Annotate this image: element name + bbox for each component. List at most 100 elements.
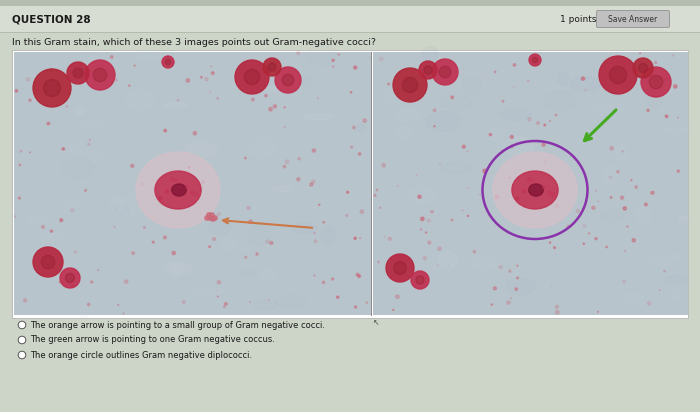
Circle shape [15,89,18,92]
Circle shape [395,295,399,299]
Circle shape [645,203,648,206]
Ellipse shape [136,152,220,228]
Circle shape [491,304,492,305]
Ellipse shape [209,218,230,234]
Circle shape [556,311,559,314]
Circle shape [502,150,503,151]
Circle shape [85,60,115,90]
Circle shape [172,251,175,255]
Circle shape [489,133,491,136]
Circle shape [314,233,315,234]
Ellipse shape [383,89,399,107]
Ellipse shape [241,270,253,275]
Ellipse shape [671,291,685,299]
Text: In this Gram stain, which of these 3 images points out Gram-negative cocci?: In this Gram stain, which of these 3 ima… [12,37,376,47]
Circle shape [354,237,356,239]
Circle shape [235,60,269,94]
Ellipse shape [62,159,94,178]
Circle shape [595,238,597,240]
Circle shape [544,161,546,162]
Bar [12,50,688,318]
Circle shape [43,80,60,96]
Text: ↖: ↖ [373,318,379,327]
Circle shape [27,77,30,81]
Circle shape [111,56,113,58]
Ellipse shape [490,128,503,142]
Circle shape [186,79,190,82]
Ellipse shape [601,210,624,222]
Circle shape [164,129,167,132]
Circle shape [606,246,608,248]
Circle shape [73,68,83,78]
Circle shape [141,183,144,186]
Circle shape [499,265,502,269]
Circle shape [351,146,353,148]
Circle shape [286,160,289,164]
Ellipse shape [636,264,668,277]
Circle shape [610,147,613,150]
Circle shape [516,197,518,199]
Circle shape [622,280,626,283]
Circle shape [631,180,632,181]
Circle shape [592,206,595,209]
Text: The orange circle outlines Gram negative diplococci.: The orange circle outlines Gram negative… [30,351,252,360]
Circle shape [633,58,653,78]
Circle shape [217,97,218,99]
Ellipse shape [528,184,543,196]
Circle shape [418,195,421,199]
Circle shape [388,83,389,85]
Circle shape [269,108,272,111]
Circle shape [129,85,130,86]
Circle shape [419,61,437,79]
Circle shape [654,61,657,64]
Circle shape [244,256,247,258]
Circle shape [284,165,286,168]
Ellipse shape [163,102,188,108]
Circle shape [632,239,636,242]
Circle shape [205,216,209,220]
Circle shape [648,302,651,305]
Circle shape [177,99,179,101]
Circle shape [528,117,531,121]
Ellipse shape [503,137,533,156]
Circle shape [610,197,612,198]
Circle shape [502,100,504,102]
Ellipse shape [354,124,366,131]
Circle shape [30,152,31,153]
Circle shape [90,281,93,283]
Ellipse shape [134,50,164,61]
Circle shape [515,288,517,290]
Ellipse shape [396,127,413,140]
Circle shape [358,153,361,155]
Circle shape [131,164,134,167]
Circle shape [60,281,61,283]
Circle shape [159,197,162,200]
Circle shape [116,79,117,81]
Circle shape [263,58,281,76]
Circle shape [467,151,468,152]
Circle shape [276,62,277,64]
Ellipse shape [603,165,619,183]
Circle shape [225,302,228,305]
Circle shape [193,131,197,135]
Circle shape [332,278,334,280]
Bar [0,6,700,32]
Ellipse shape [76,120,108,126]
Ellipse shape [619,293,644,301]
Circle shape [664,270,665,272]
Bar [373,52,688,315]
Circle shape [393,68,427,102]
Ellipse shape [70,142,83,154]
Circle shape [188,166,190,168]
Circle shape [23,299,27,302]
Circle shape [599,56,637,94]
Circle shape [553,197,556,200]
Circle shape [200,76,202,78]
Circle shape [516,197,519,200]
Circle shape [47,122,50,125]
Circle shape [411,271,429,289]
Bar [0,0,700,6]
Ellipse shape [468,257,499,270]
Circle shape [114,227,116,228]
Circle shape [250,302,251,303]
